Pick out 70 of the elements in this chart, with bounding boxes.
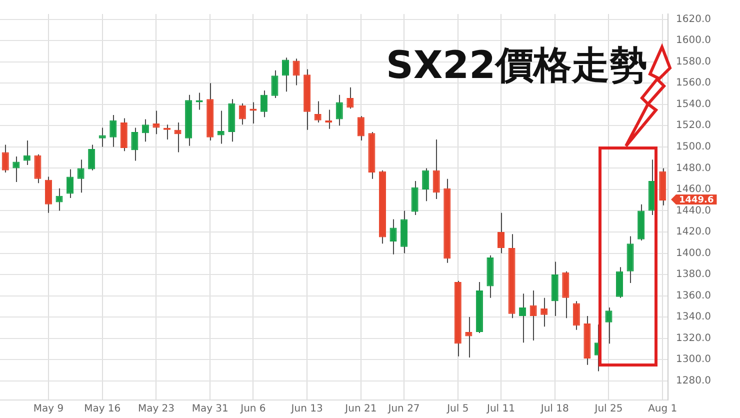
- candlestick: [292, 58, 300, 86]
- candlestick: [411, 180, 418, 216]
- candlestick: [238, 102, 246, 126]
- candlestick: [422, 168, 430, 202]
- y-tick-label: 1360.0: [676, 290, 711, 302]
- y-tick-label: 1600.0: [676, 35, 711, 46]
- candlestick: [282, 57, 290, 92]
- candlestick: [530, 290, 537, 341]
- candlestick: [572, 300, 580, 330]
- y-tick-label: 1320.0: [676, 332, 711, 344]
- x-tick-label: Jul 5: [446, 404, 469, 415]
- candlestick: [34, 154, 42, 184]
- x-tick-label: May 9: [33, 404, 64, 415]
- y-tick-label: 1420.0: [676, 226, 711, 238]
- x-tick-label: Jun 21: [344, 404, 377, 415]
- x-tick-label: Jun 27: [387, 404, 420, 415]
- x-tick-label: Jul 18: [540, 404, 569, 415]
- x-tick-label: Jun 13: [290, 404, 323, 415]
- y-tick-label: 1460.0: [676, 184, 711, 196]
- candlestick: [562, 270, 570, 319]
- y-tick-label: 1540.0: [676, 98, 711, 110]
- candlestick: [540, 297, 548, 328]
- y-tick-label: 1440.0: [676, 205, 711, 216]
- candlestick: [271, 70, 278, 99]
- candlestick: [346, 86, 354, 110]
- candlestick: [357, 116, 364, 142]
- y-tick-label: 1400.0: [676, 248, 711, 259]
- x-tick-label: Jul 25: [594, 404, 623, 415]
- candlestick: [152, 110, 160, 135]
- x-tick-label: May 16: [84, 404, 121, 415]
- candlestick: [314, 100, 322, 123]
- candlestick: [12, 156, 20, 183]
- candlestick: [131, 127, 138, 162]
- x-tick-label: Jun 6: [240, 404, 266, 415]
- candlestick: [325, 109, 332, 130]
- text: 1449.6: [679, 195, 714, 206]
- candlestick: [2, 144, 9, 173]
- candlestick: [616, 266, 624, 298]
- candlestick: [142, 118, 149, 142]
- text: SX22價格走勢: [386, 42, 648, 89]
- candlestick: [23, 140, 30, 166]
- candlestick: [56, 188, 63, 212]
- candlestick: [432, 138, 440, 200]
- candlestick: [66, 168, 74, 198]
- y-tick-label: 1520.0: [676, 120, 711, 132]
- x-tick-label: May 23: [138, 404, 175, 415]
- candlestick: [77, 159, 84, 194]
- candlestick: [88, 144, 96, 171]
- candlestick: [44, 176, 52, 214]
- y-tick-label: 1380.0: [676, 269, 711, 280]
- x-tick-label: Aug 1: [648, 404, 678, 415]
- y-tick-label: 1280.0: [676, 375, 711, 386]
- candlestick: [336, 94, 343, 126]
- candlestick: [605, 306, 612, 344]
- y-tick-label: 1620.0: [676, 14, 711, 25]
- x-tick-label: Jul 11: [486, 404, 515, 415]
- y-tick-label: 1480.0: [676, 162, 711, 174]
- y-tick-label: 1340.0: [676, 312, 711, 323]
- candlestick: [519, 293, 526, 344]
- candlestick: [98, 127, 106, 148]
- candlestick: [110, 114, 117, 148]
- y-tick-label: 1500.0: [676, 142, 711, 153]
- y-tick-label: 1560.0: [676, 78, 711, 89]
- y-tick-label: 1300.0: [676, 354, 711, 366]
- x-tick-label: May 31: [192, 404, 228, 415]
- candlestick: [498, 212, 504, 254]
- candlestick: [260, 90, 268, 118]
- candlestick: [120, 118, 128, 152]
- candlestick: [390, 218, 397, 255]
- y-tick-label: 1580.0: [676, 56, 711, 68]
